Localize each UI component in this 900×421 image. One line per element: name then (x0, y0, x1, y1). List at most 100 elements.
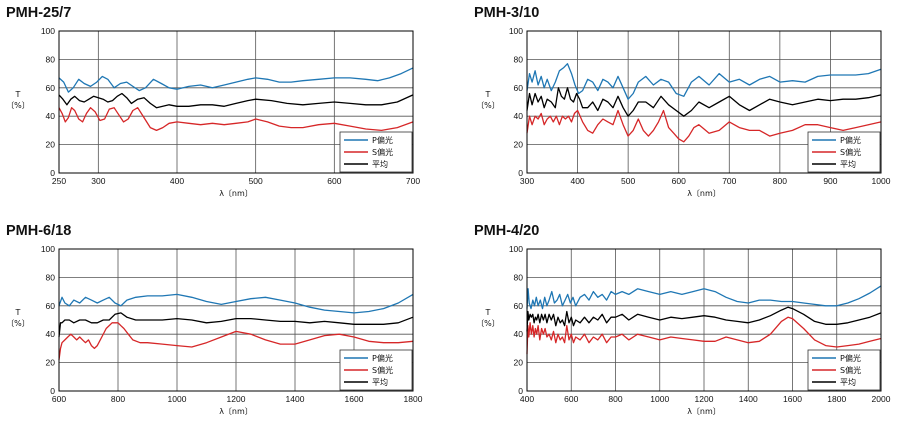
series-line-s (526, 316, 882, 355)
y-tick-label: 40 (514, 329, 524, 339)
x-axis-label: λ〔nm〕 (687, 189, 721, 198)
series-line-p (526, 63, 882, 100)
chart-title: PMH-4/20 (474, 223, 539, 239)
y-axis-label-letter: T (15, 308, 21, 317)
series-line-s (526, 109, 882, 143)
series-line-avg (526, 87, 882, 117)
y-tick-label: 100 (509, 26, 523, 36)
y-tick-label: 60 (46, 301, 56, 311)
y-axis-label-letter: T (485, 308, 491, 317)
y-tick-label: 0 (50, 168, 55, 178)
chart-title: PMH-25/7 (6, 5, 71, 21)
y-tick-label: 20 (46, 140, 56, 150)
legend-entry: 平均 (372, 159, 388, 169)
y-tick-label: 0 (518, 168, 523, 178)
legend-entry: 平均 (840, 159, 856, 169)
y-tick-label: 60 (46, 83, 56, 93)
x-tick-label: 600 (672, 176, 686, 186)
y-axis-label-letter: T (15, 90, 21, 99)
y-tick-label: 80 (46, 272, 56, 282)
legend-entry: S偏光 (840, 365, 861, 375)
y-tick-label: 100 (509, 244, 523, 254)
x-tick-label: 1800 (827, 394, 846, 404)
x-tick-label: 1200 (695, 394, 714, 404)
y-tick-label: 100 (41, 244, 55, 254)
y-tick-label: 40 (46, 111, 56, 121)
chart-title: PMH-3/10 (474, 5, 539, 21)
plot-frame (58, 248, 414, 392)
legend-entry: 平均 (372, 377, 388, 387)
x-tick-label: 600 (564, 394, 578, 404)
x-tick-label: 1200 (227, 394, 246, 404)
legend-entry: P偏光 (840, 353, 861, 363)
y-axis-label-unit: 〔%〕 (476, 101, 500, 110)
plot-frame (526, 30, 882, 174)
legend-entry: P偏光 (840, 135, 861, 145)
x-tick-label: 2000 (872, 394, 891, 404)
y-axis-label-unit: 〔%〕 (476, 319, 500, 328)
x-axis-label: λ〔nm〕 (687, 407, 721, 416)
x-axis-label: λ〔nm〕 (219, 189, 253, 198)
y-tick-label: 0 (50, 386, 55, 396)
series-line-avg (526, 306, 882, 332)
chart-pmh-3-10: PMH-3/10 0 20 40 60 80 100 300 400 500 600 700 800 9… (474, 5, 891, 198)
series-line-p (58, 67, 414, 93)
legend-entry: P偏光 (372, 135, 393, 145)
chart-pmh-6-18: PMH-6/18 0 20 40 60 80 100 600 800 1000 1200 1400 1… (6, 223, 423, 416)
y-tick-label: 40 (46, 329, 56, 339)
y-tick-label: 20 (514, 358, 524, 368)
legend-entry: P偏光 (372, 353, 393, 363)
x-tick-label: 600 (52, 394, 66, 404)
plot-frame (526, 248, 882, 392)
legend-entry: S偏光 (840, 147, 861, 157)
x-tick-label: 800 (111, 394, 125, 404)
x-tick-label: 400 (520, 394, 534, 404)
y-tick-label: 60 (514, 83, 524, 93)
chart-title: PMH-6/18 (6, 223, 71, 239)
y-tick-label: 80 (46, 54, 56, 64)
y-tick-label: 80 (514, 54, 524, 64)
series-line-avg (58, 92, 414, 109)
x-tick-label: 700 (722, 176, 736, 186)
x-tick-label: 400 (570, 176, 584, 186)
chart-pmh-4-20: PMH-4/20 0 20 40 60 80 100 400 600 800 1000 1200 14… (474, 223, 891, 416)
series-line-s (58, 322, 414, 360)
series-line-p (526, 285, 882, 310)
y-axis-label-unit: 〔%〕 (6, 319, 30, 328)
plot-frame (58, 30, 414, 174)
x-tick-label: 1400 (739, 394, 758, 404)
x-tick-label: 400 (170, 176, 184, 186)
x-tick-label: 600 (327, 176, 341, 186)
x-tick-label: 800 (608, 394, 622, 404)
y-tick-label: 100 (41, 26, 55, 36)
legend-entry: S偏光 (372, 365, 393, 375)
x-tick-label: 500 (621, 176, 635, 186)
x-tick-label: 1000 (650, 394, 669, 404)
x-tick-label: 500 (249, 176, 263, 186)
y-tick-label: 20 (514, 140, 524, 150)
x-tick-label: 250 (52, 176, 66, 186)
series-line-s (58, 107, 414, 132)
x-tick-label: 300 (520, 176, 534, 186)
x-tick-label: 1000 (168, 394, 187, 404)
legend-entry: S偏光 (372, 147, 393, 157)
series-line-avg (58, 312, 414, 338)
x-tick-label: 800 (773, 176, 787, 186)
x-tick-label: 700 (406, 176, 420, 186)
x-tick-label: 1400 (286, 394, 305, 404)
y-tick-label: 80 (514, 272, 524, 282)
x-tick-label: 300 (91, 176, 105, 186)
legend-entry: 平均 (840, 377, 856, 387)
y-tick-label: 60 (514, 301, 524, 311)
x-tick-label: 1600 (783, 394, 802, 404)
x-tick-label: 900 (823, 176, 837, 186)
y-tick-label: 20 (46, 358, 56, 368)
y-axis-label-letter: T (485, 90, 491, 99)
x-axis-label: λ〔nm〕 (219, 407, 253, 416)
